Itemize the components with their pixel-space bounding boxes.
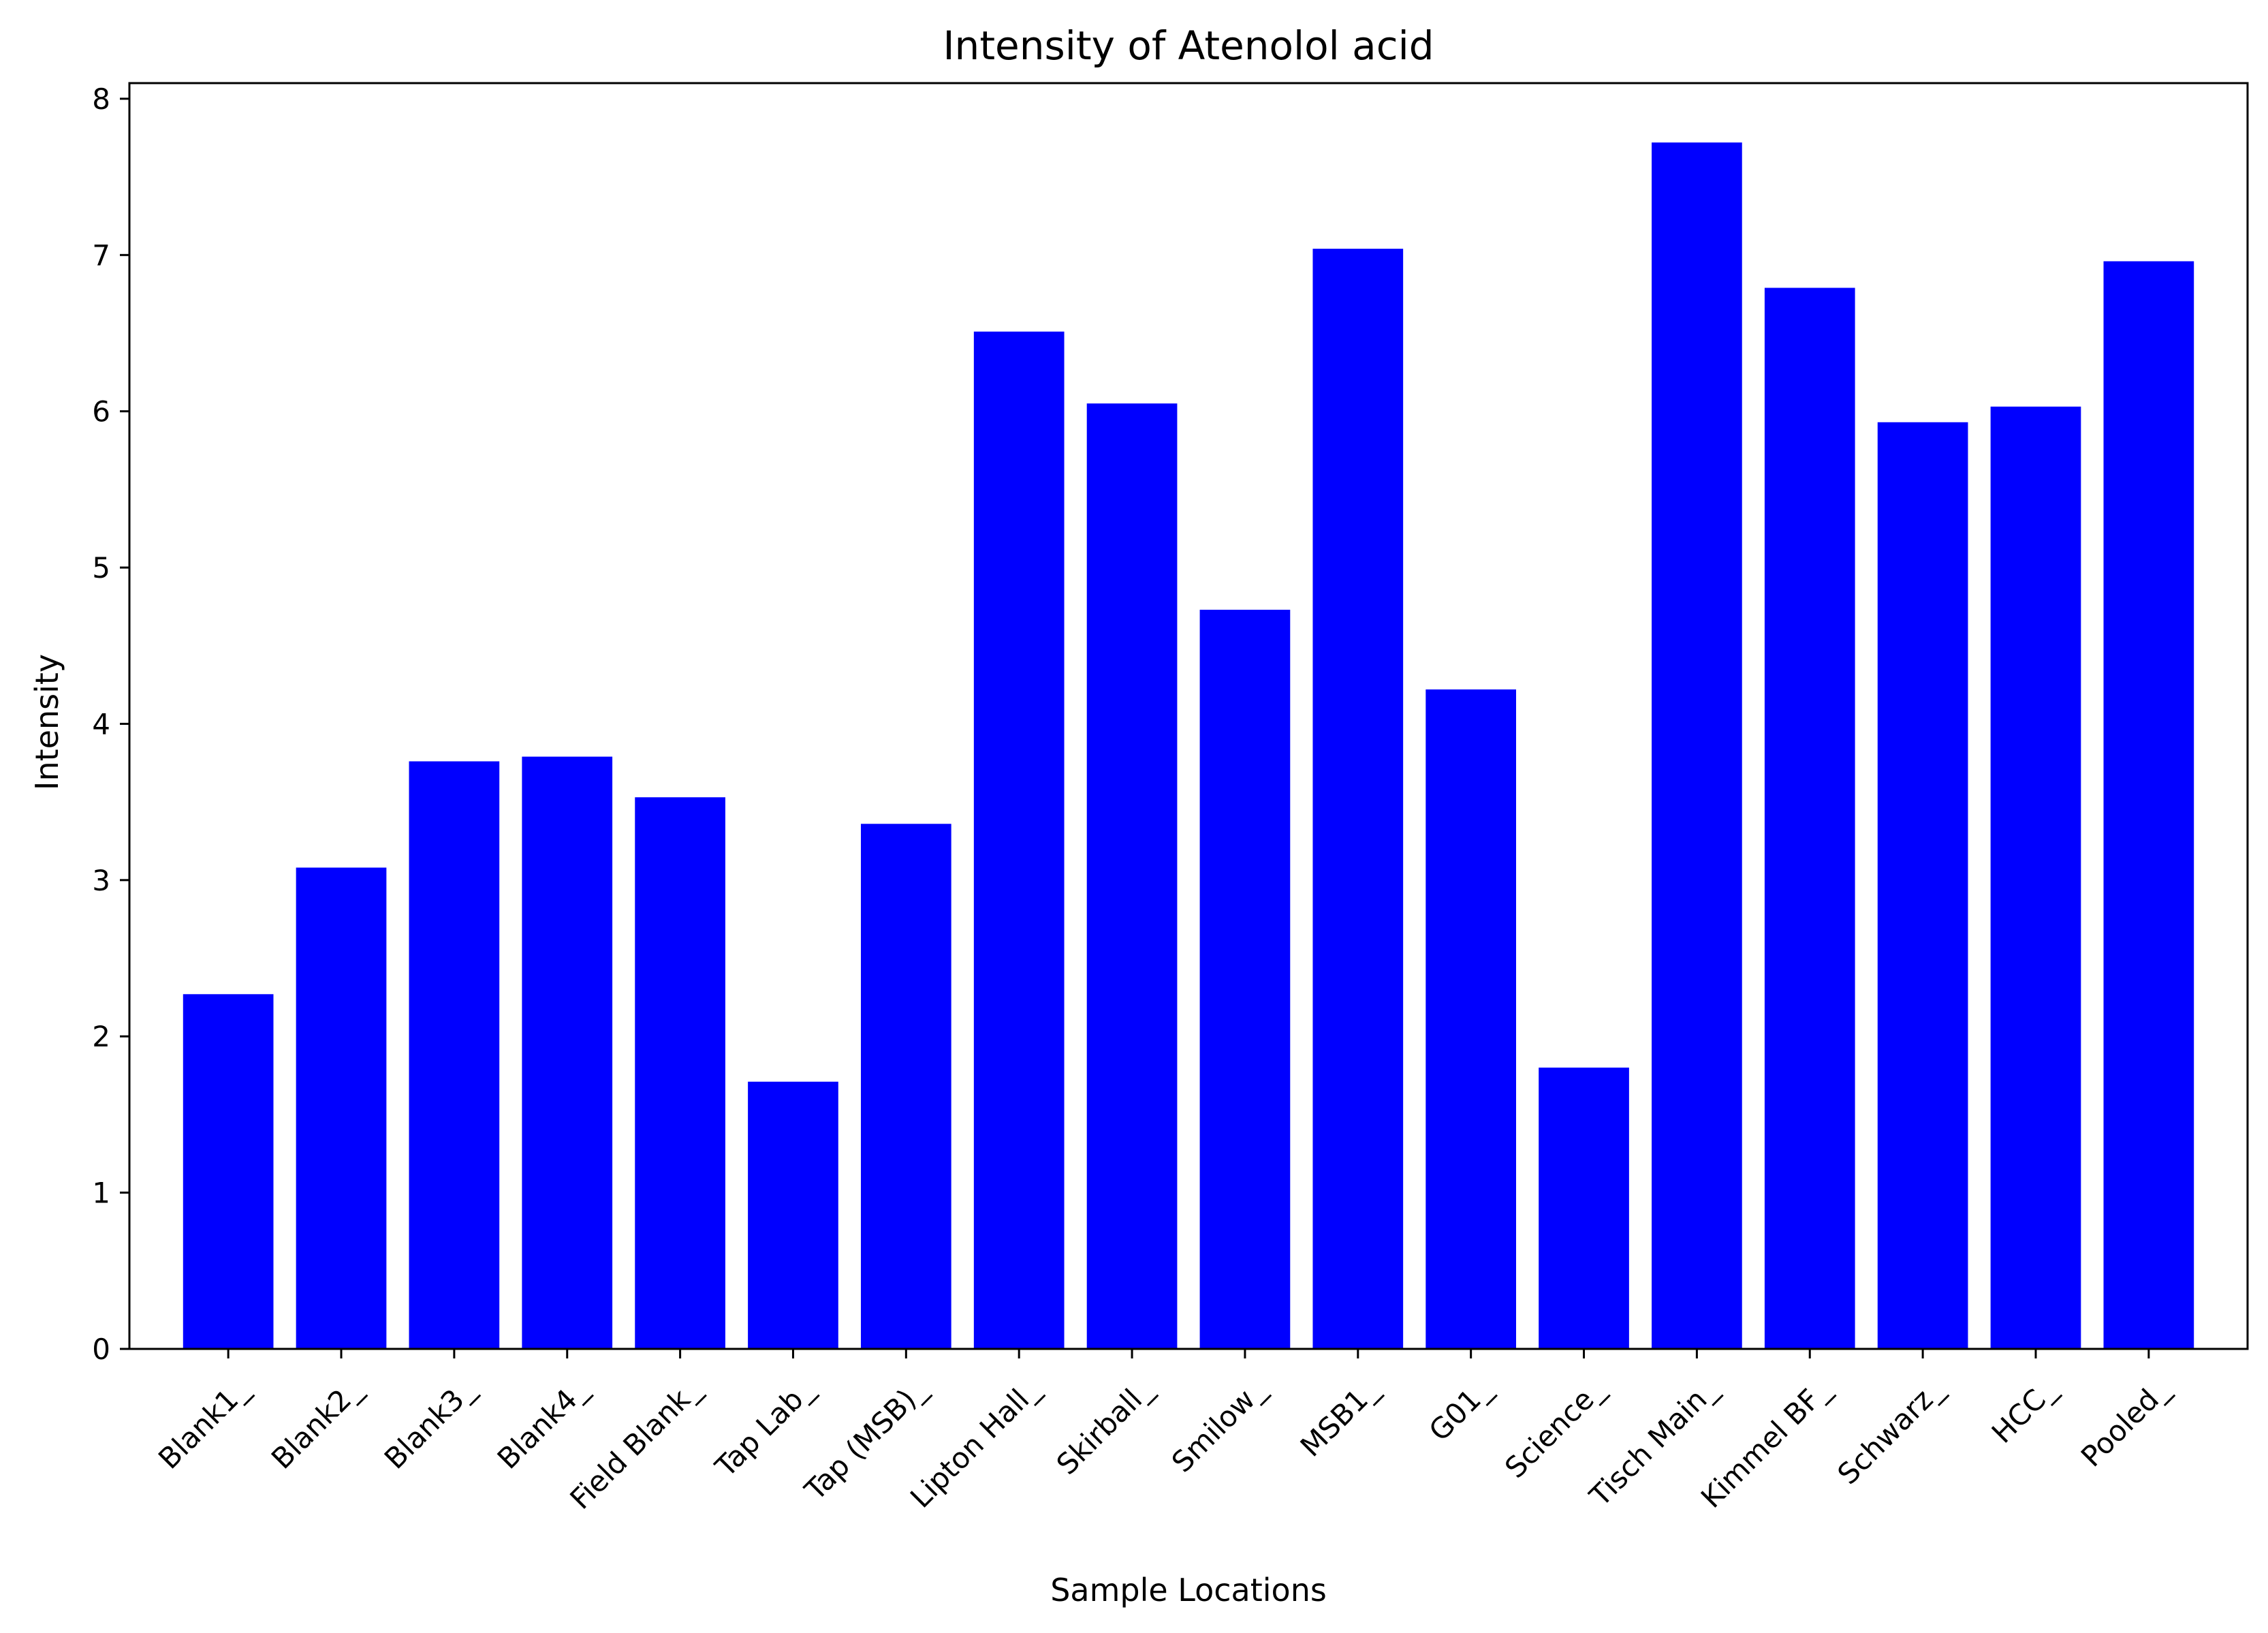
y-tick-label-6: 6 bbox=[92, 395, 110, 429]
y-tick-label-7: 7 bbox=[92, 238, 110, 272]
bar-4 bbox=[522, 756, 613, 1349]
bar-3 bbox=[409, 761, 500, 1349]
bar-9 bbox=[1086, 403, 1178, 1349]
y-tick-label-1: 1 bbox=[92, 1177, 110, 1210]
bar-18 bbox=[2103, 261, 2194, 1349]
x-tick-label-13: Science_ bbox=[1498, 1372, 1611, 1484]
bar-7 bbox=[860, 824, 951, 1349]
bar-14 bbox=[1652, 142, 1742, 1350]
x-axis-label: Sample Locations bbox=[1050, 1572, 1327, 1608]
x-tick-label-9: Skirball_ bbox=[1050, 1372, 1159, 1481]
y-tick-label-2: 2 bbox=[92, 1020, 110, 1053]
y-axis: 0 1 2 3 4 5 6 7 8 bbox=[92, 82, 129, 1366]
bar-11 bbox=[1312, 249, 1404, 1349]
x-tick-label-2: Blank2_ bbox=[265, 1372, 368, 1476]
x-tick-label-18: Pooled_ bbox=[2075, 1372, 2176, 1474]
x-tick-label-11: MSB1_ bbox=[1294, 1372, 1385, 1463]
plot-frame bbox=[128, 82, 2249, 1350]
bar-2 bbox=[296, 867, 387, 1349]
x-tick-label-16: Schwarz_ bbox=[1831, 1372, 1949, 1491]
x-axis: Blank1_ Blank2_ Blank3_ Blank4_Field Blank_… bbox=[152, 1349, 2176, 1516]
bar-10 bbox=[1199, 610, 1291, 1349]
x-tick-label-17: HCC_ bbox=[1985, 1372, 2063, 1450]
bar-15 bbox=[1764, 287, 1855, 1350]
y-tick-label-0: 0 bbox=[92, 1333, 110, 1366]
bar-17 bbox=[1990, 406, 2081, 1349]
chart-title: Intensity of Atenolol acid bbox=[943, 22, 1434, 69]
y-tick-label-8: 8 bbox=[92, 82, 110, 116]
x-tick-label-12: G01_ bbox=[1422, 1372, 1498, 1448]
bar-1 bbox=[183, 994, 274, 1349]
bars-group bbox=[183, 142, 2194, 1350]
y-axis-label: Intensity bbox=[29, 654, 65, 790]
bar-6 bbox=[748, 1081, 838, 1349]
y-tick-label-4: 4 bbox=[92, 707, 110, 741]
bar-16 bbox=[1877, 422, 1968, 1349]
y-tick-label-5: 5 bbox=[92, 551, 110, 585]
x-tick-label-4: Blank4_ bbox=[491, 1372, 595, 1476]
bar-8 bbox=[973, 331, 1065, 1349]
y-tick-label-3: 3 bbox=[92, 864, 110, 897]
bar-5 bbox=[635, 797, 725, 1349]
bar-12 bbox=[1426, 689, 1517, 1349]
x-tick-label-1: Blank1_ bbox=[152, 1372, 255, 1476]
x-tick-label-10: Smilow_ bbox=[1165, 1372, 1272, 1479]
bar-13 bbox=[1539, 1068, 1629, 1349]
x-tick-label-3: Blank3_ bbox=[378, 1372, 482, 1476]
x-tick-label-6: Tap Lab_ bbox=[708, 1372, 820, 1484]
